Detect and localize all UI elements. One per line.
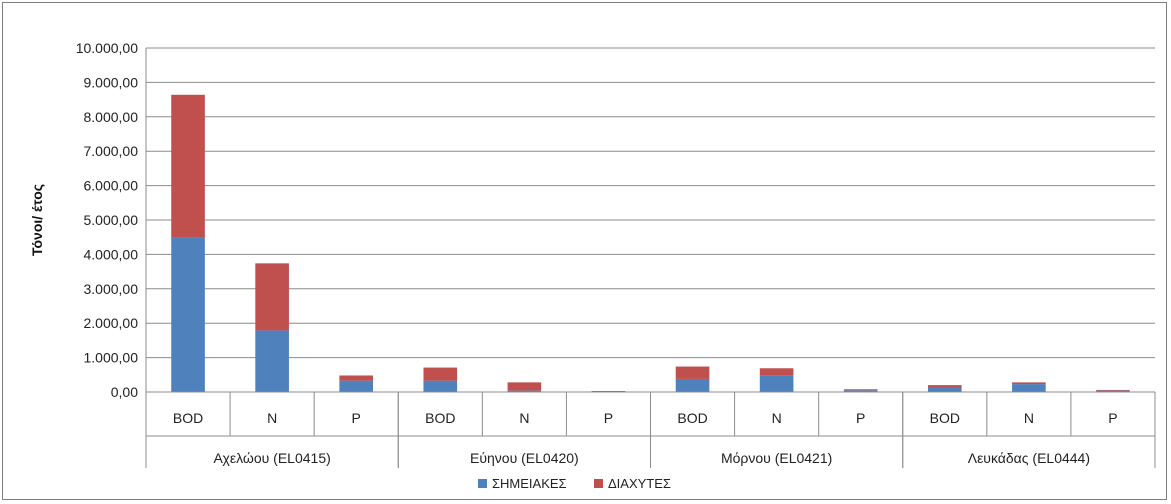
bar-diaxytes [675,366,710,379]
bar-diaxytes [759,368,794,376]
x-tick-label: BOD [677,410,707,426]
bar-simeiakes [759,375,794,392]
bar-simeiakes [423,380,458,392]
y-tick-label: 2.000,00 [84,315,139,331]
x-tick-label: P [604,410,613,426]
bar-diaxytes [507,382,542,391]
y-tick-label: 5.000,00 [84,212,139,228]
bar-simeiakes [675,378,710,392]
bar-diaxytes [423,367,458,381]
bar-simeiakes [843,390,878,392]
bar-diaxytes [1096,389,1130,391]
y-axis-title: Τόνοι/ έτος [29,184,45,256]
group-label: Λευκάδας (EL0444) [968,450,1090,466]
group-label: Αχελώου (EL0415) [213,450,330,466]
bar-simeiakes [1096,390,1130,392]
x-tick-label: N [1024,410,1034,426]
x-tick-label: BOD [425,410,455,426]
x-tick-label: BOD [930,410,960,426]
x-tick-label: P [352,410,361,426]
y-tick-label: 1.000,00 [84,350,139,366]
x-tick-label: BOD [173,410,203,426]
bar-diaxytes [927,385,962,388]
x-tick-label: P [856,410,865,426]
bar-diaxytes [1012,382,1046,385]
bar-diaxytes [843,389,878,391]
bar-diaxytes [171,94,205,238]
legend-label: ΣΗΜΕΙΑΚΕΣ [492,476,567,491]
group-label: Μόρνου (EL0421) [721,450,832,466]
bar-simeiakes [1012,384,1046,392]
y-tick-label: 6.000,00 [84,178,139,194]
x-tick-label: P [1108,410,1117,426]
legend-label: ΔΙΑΧΥΤΕΣ [608,476,671,491]
group-label: Εύηνου (EL0420) [470,450,579,466]
y-tick-label: 4.000,00 [84,246,139,262]
y-tick-label: 8.000,00 [84,109,139,125]
bar-simeiakes [507,390,542,392]
bar-diaxytes [255,263,289,331]
y-tick-label: 7.000,00 [84,143,139,159]
x-tick-label: N [267,410,277,426]
bar-simeiakes [255,330,289,392]
y-tick-label: 3.000,00 [84,281,139,297]
bar-simeiakes [171,237,205,392]
y-tick-label: 0,00 [111,384,138,400]
bar-diaxytes [339,375,374,381]
legend-swatch [594,479,603,488]
bar-simeiakes [339,380,374,392]
legend-swatch [478,479,487,488]
bar-diaxytes [591,390,626,392]
bar-simeiakes [927,387,962,392]
y-tick-label: 9.000,00 [84,74,139,90]
x-tick-label: N [519,410,529,426]
x-tick-label: N [772,410,782,426]
y-tick-label: 10.000,00 [76,40,138,56]
